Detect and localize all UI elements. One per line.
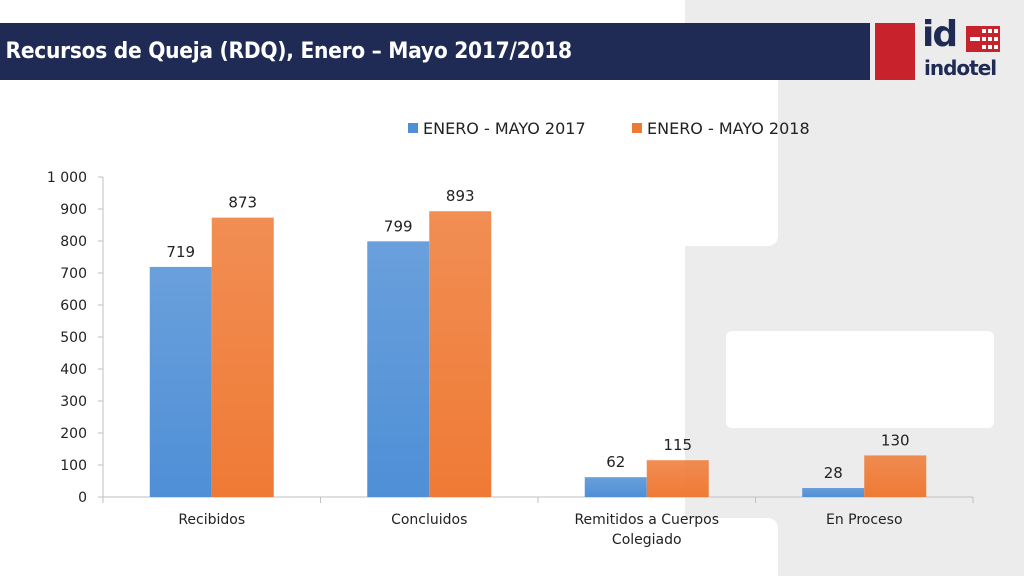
data-label: 115 <box>663 436 692 454</box>
data-label: 28 <box>824 464 843 482</box>
y-tick-label: 0 <box>78 490 87 506</box>
bar-2018 <box>211 217 274 497</box>
brand-accent-block <box>875 23 915 80</box>
y-tick-label: 1 000 <box>47 170 87 186</box>
x-category-label: En Proceso <box>826 512 903 528</box>
data-label: 719 <box>166 243 195 261</box>
logo-mark: id <box>922 14 958 55</box>
legend-swatch <box>408 123 418 133</box>
background-notch <box>685 80 778 246</box>
x-category-label: Remitidos a Cuerpos <box>574 512 719 528</box>
data-label: 130 <box>881 431 910 449</box>
y-tick-label: 100 <box>60 458 87 474</box>
bar-2018 <box>429 211 492 498</box>
logo-wordmark: indotel <box>924 56 997 80</box>
indotel-logo: id indotel <box>922 14 1004 84</box>
x-category-label: Colegiado <box>612 532 682 548</box>
legend-swatch <box>632 123 642 133</box>
bar-2017 <box>367 241 430 497</box>
y-tick-label: 200 <box>60 426 87 442</box>
bar-2017 <box>149 266 212 497</box>
data-label: 873 <box>228 194 257 212</box>
x-category-label: Concluidos <box>391 512 467 528</box>
background-notch <box>685 518 778 576</box>
legend-label: ENERO - MAYO 2018 <box>647 119 810 138</box>
bar-2018 <box>864 455 927 497</box>
bar-2018 <box>646 460 709 497</box>
background-box <box>726 331 994 428</box>
legend-label: ENERO - MAYO 2017 <box>423 119 586 138</box>
y-tick-label: 900 <box>60 202 87 218</box>
logo-grid-icon <box>966 26 1000 52</box>
y-tick-label: 700 <box>60 266 87 282</box>
bar-2017 <box>584 477 647 497</box>
y-tick-label: 500 <box>60 330 87 346</box>
title-bar: Recursos de Queja (RDQ), Enero – Mayo 20… <box>0 23 870 80</box>
data-label: 893 <box>446 187 475 205</box>
x-category-label: Recibidos <box>178 512 245 528</box>
y-tick-label: 800 <box>60 234 87 250</box>
y-tick-label: 300 <box>60 394 87 410</box>
bar-2017 <box>802 488 865 497</box>
data-label: 62 <box>606 453 625 471</box>
data-label: 799 <box>384 217 413 235</box>
y-tick-label: 400 <box>60 362 87 378</box>
y-tick-label: 600 <box>60 298 87 314</box>
page-title: Recursos de Queja (RDQ), Enero – Mayo 20… <box>5 39 573 64</box>
